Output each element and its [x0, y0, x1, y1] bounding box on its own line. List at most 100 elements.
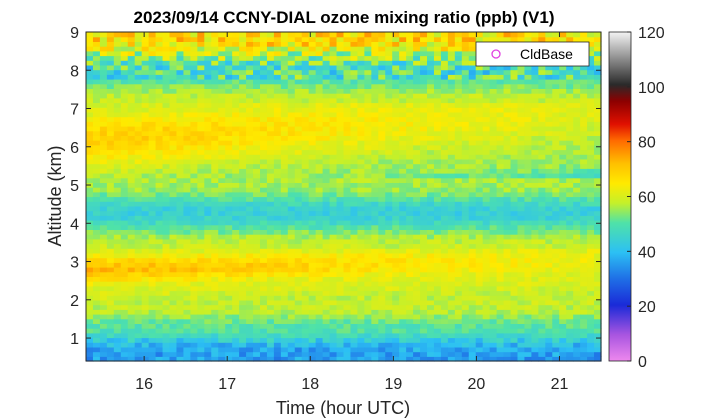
- heatmap-cell: [336, 220, 345, 226]
- heatmap-cell: [113, 41, 122, 47]
- heatmap-cell: [538, 281, 546, 287]
- heatmap-cell: [406, 154, 414, 160]
- heatmap-cell: [225, 55, 233, 61]
- heatmap-cell: [225, 191, 233, 198]
- heatmap-cell: [406, 83, 414, 89]
- heatmap-cell: [86, 243, 94, 249]
- heatmap-cell: [273, 229, 282, 235]
- heatmap-cell: [322, 328, 331, 334]
- heatmap-cell: [169, 342, 178, 348]
- heatmap-cell: [134, 276, 143, 282]
- heatmap-cell: [406, 140, 414, 146]
- heatmap-cell: [127, 281, 136, 287]
- heatmap-cell: [120, 93, 129, 99]
- heatmap-cell: [447, 299, 456, 306]
- heatmap-cell: [183, 41, 191, 47]
- heatmap-cell: [287, 281, 296, 287]
- heatmap-cell: [204, 32, 212, 38]
- heatmap-cell: [232, 158, 240, 165]
- heatmap-cell: [190, 229, 198, 235]
- heatmap-cell: [357, 74, 365, 80]
- heatmap-cell: [280, 196, 289, 202]
- heatmap-cell: [517, 276, 526, 282]
- heatmap-cell: [190, 36, 198, 42]
- heatmap-cell: [413, 342, 421, 348]
- heatmap-cell: [120, 173, 129, 179]
- heatmap-cell: [392, 220, 400, 226]
- heatmap-cell: [225, 304, 233, 310]
- heatmap-cell: [503, 182, 512, 188]
- heatmap-cell: [447, 173, 456, 179]
- heatmap-cell: [454, 107, 463, 113]
- heatmap-cell: [580, 356, 588, 362]
- heatmap-cell: [127, 229, 136, 235]
- heatmap-cell: [420, 332, 428, 339]
- heatmap-cell: [294, 50, 303, 57]
- heatmap-cell: [559, 309, 567, 315]
- heatmap-cell: [510, 163, 519, 169]
- heatmap-cell: [162, 234, 171, 240]
- heatmap-cell: [169, 229, 178, 235]
- heatmap-cell: [461, 144, 470, 151]
- heatmap-cell: [357, 102, 365, 108]
- heatmap-cell: [176, 144, 185, 151]
- heatmap-cell: [86, 314, 94, 320]
- heatmap-cell: [280, 318, 289, 324]
- heatmap-cell: [538, 328, 546, 334]
- heatmap-cell: [503, 234, 512, 240]
- heatmap-cell: [120, 41, 129, 47]
- heatmap-cell: [552, 271, 560, 277]
- heatmap-cell: [454, 285, 463, 292]
- heatmap-cell: [454, 60, 463, 66]
- heatmap-cell: [273, 32, 282, 38]
- heatmap-cell: [364, 351, 372, 357]
- heatmap-cell: [162, 262, 171, 268]
- heatmap-cell: [329, 205, 338, 212]
- heatmap-cell: [343, 140, 352, 146]
- heatmap-cell: [545, 116, 553, 122]
- heatmap-cell: [155, 299, 164, 306]
- heatmap-cell: [197, 243, 205, 249]
- heatmap-cell: [308, 121, 317, 127]
- heatmap-cell: [134, 304, 143, 310]
- heatmap-cell: [489, 64, 498, 71]
- heatmap-cell: [176, 229, 185, 235]
- heatmap-cell: [273, 252, 282, 259]
- heatmap-cell: [155, 41, 164, 47]
- heatmap-cell: [92, 149, 101, 155]
- heatmap-cell: [510, 314, 519, 320]
- heatmap-cell: [427, 290, 435, 296]
- heatmap-cell: [420, 314, 428, 320]
- heatmap-cell: [392, 187, 400, 193]
- heatmap-cell: [176, 97, 185, 104]
- heatmap-cell: [280, 74, 289, 80]
- heatmap-cell: [573, 158, 581, 165]
- heatmap-cell: [413, 88, 421, 94]
- heatmap-cell: [287, 50, 296, 57]
- heatmap-cell: [183, 356, 191, 362]
- heatmap-cell: [259, 243, 268, 249]
- heatmap-cell: [413, 158, 421, 165]
- heatmap-cell: [176, 126, 185, 132]
- heatmap-cell: [141, 79, 150, 85]
- heatmap-cell: [176, 149, 185, 155]
- heatmap-cell: [253, 173, 261, 179]
- heatmap-cell: [573, 74, 581, 80]
- heatmap-cell: [357, 299, 365, 306]
- heatmap-cell: [176, 41, 185, 47]
- heatmap-cell: [239, 50, 247, 57]
- heatmap-cell: [259, 126, 268, 132]
- heatmap-cell: [287, 135, 296, 141]
- heatmap-cell: [176, 64, 185, 71]
- heatmap-cell: [204, 328, 212, 334]
- heatmap-cell: [343, 177, 352, 183]
- heatmap-cell: [99, 205, 108, 212]
- heatmap-cell: [433, 318, 442, 324]
- heatmap-cell: [86, 64, 94, 71]
- heatmap-cell: [559, 342, 567, 348]
- heatmap-cell: [99, 271, 108, 277]
- heatmap-cell: [225, 295, 233, 301]
- heatmap-cell: [531, 323, 539, 329]
- heatmap-cell: [343, 173, 352, 179]
- heatmap-cell: [162, 248, 171, 254]
